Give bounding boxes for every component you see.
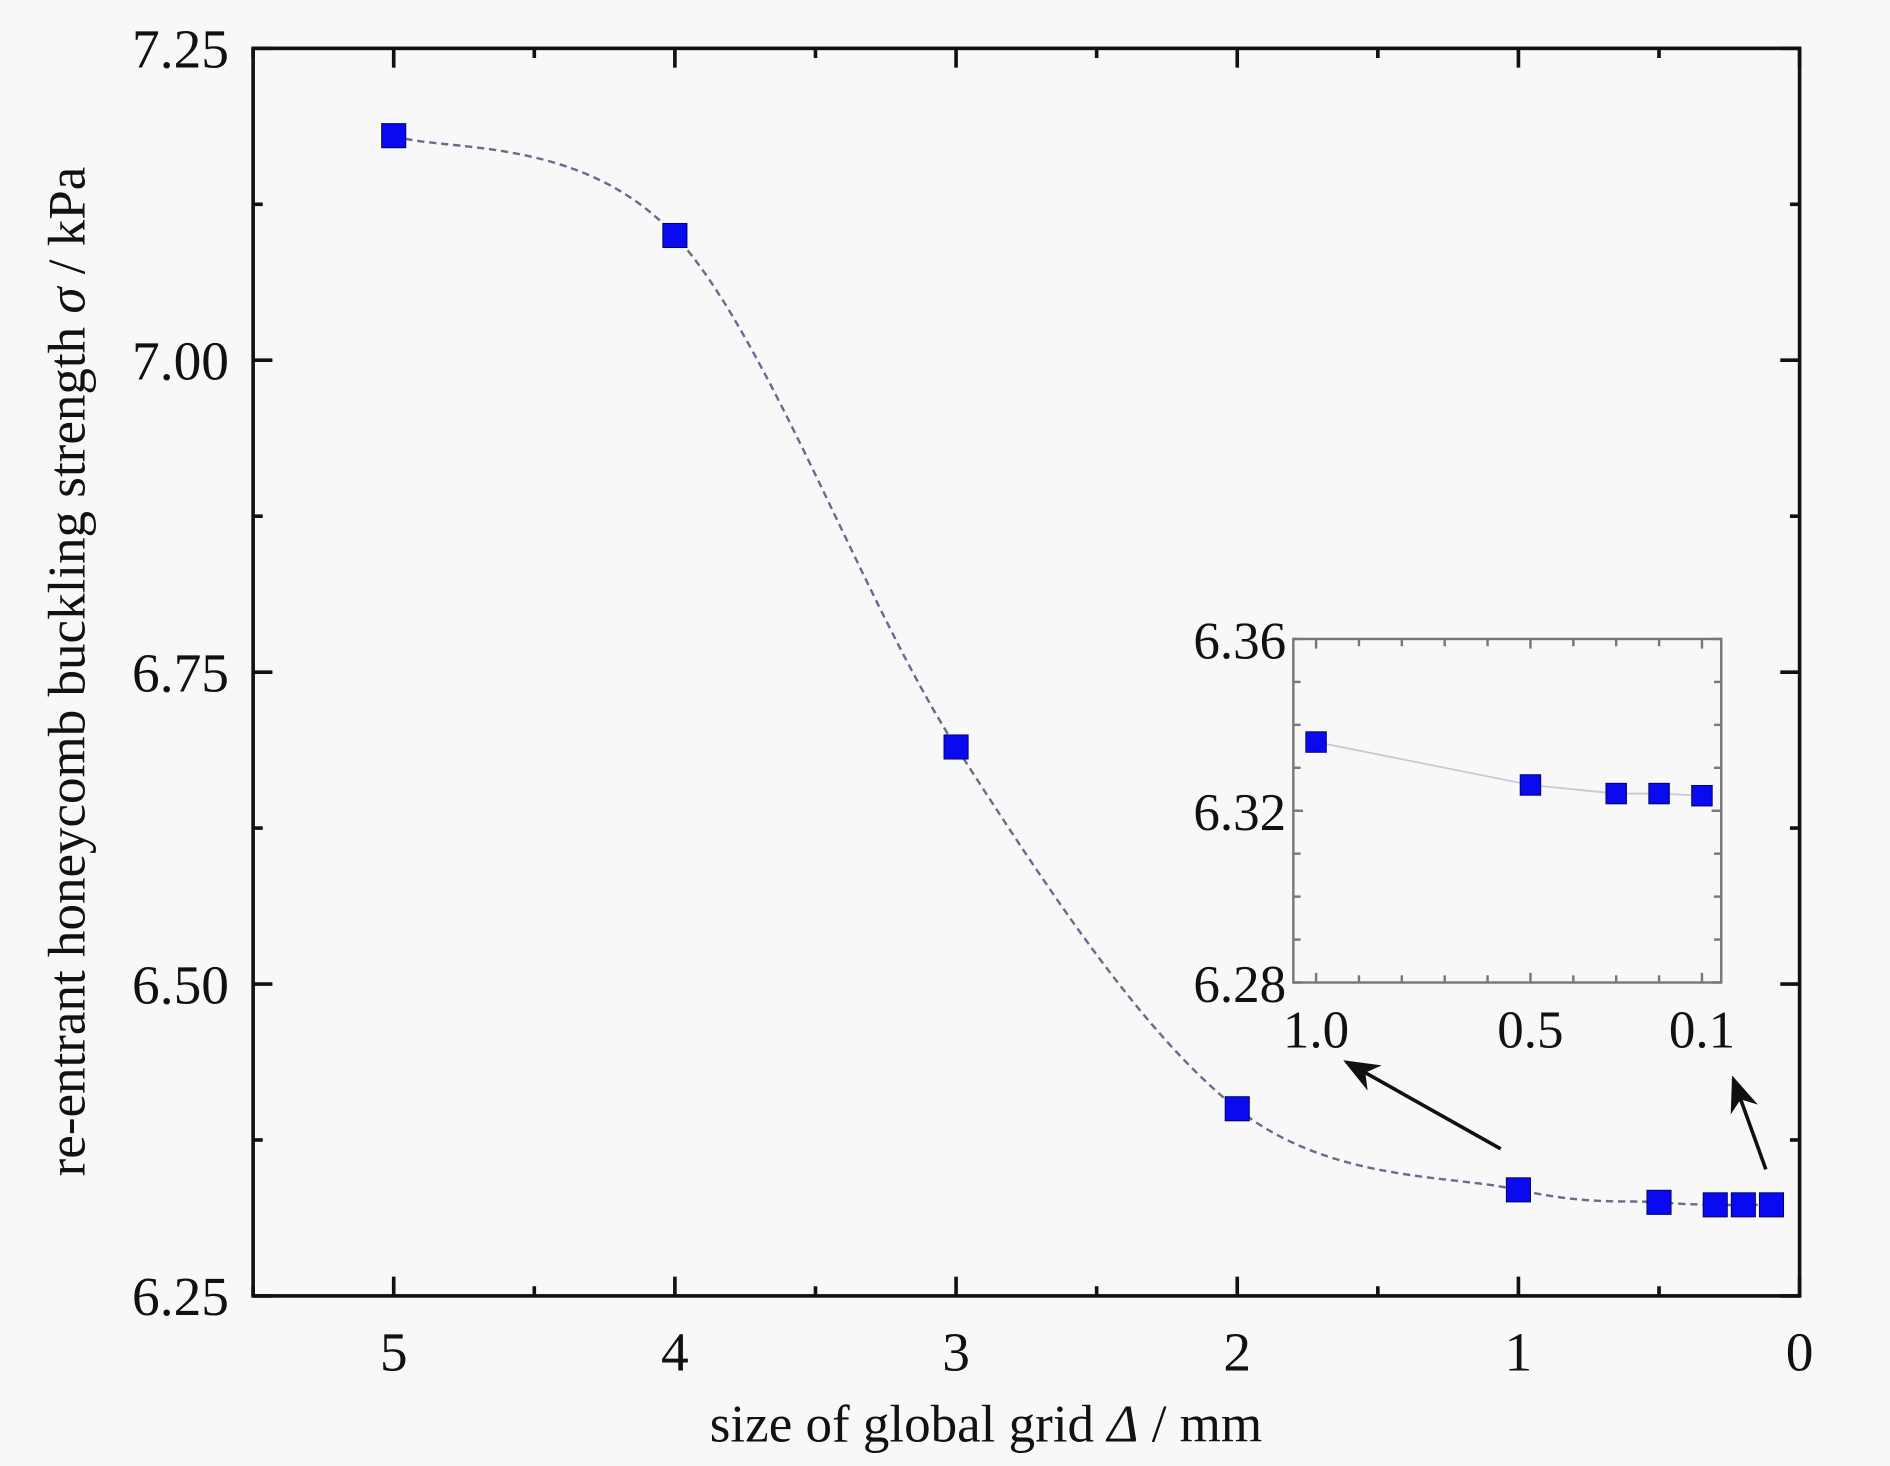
- y-axis-label: re-entrant honeycomb buckling strength σ…: [38, 167, 96, 1177]
- data-point: [381, 123, 407, 149]
- y-tick-label: 6.32: [1193, 784, 1286, 842]
- inset-plot: 1.0 0.5 0.1 6.28 6.32 6.36: [1193, 612, 1735, 1059]
- data-point: [1505, 1177, 1531, 1203]
- data-point: [943, 734, 969, 760]
- data-point: [1646, 1189, 1672, 1215]
- plot-frame: [1292, 637, 1723, 984]
- data-point: [1224, 1096, 1250, 1122]
- data-point: [662, 222, 688, 249]
- y-tick-label: 6.25: [132, 1266, 229, 1327]
- x-tick-label: 4: [661, 1322, 689, 1383]
- main-plot: 5 4 3 2 1 0 6.25 6.50 6.75 7.00 7.25: [132, 19, 1813, 1383]
- x-tick-label: 1.0: [1283, 1002, 1349, 1060]
- y-tick-label: 6.36: [1193, 612, 1286, 670]
- x-tick-label: 0.5: [1497, 1002, 1563, 1060]
- y-tick-label: 7.00: [132, 331, 229, 392]
- data-point: [1605, 782, 1627, 805]
- x-axis-label: size of global grid Δ / mm: [710, 1396, 1262, 1454]
- y-tick-label: 7.25: [132, 19, 229, 80]
- x-tick-label: 0: [1786, 1322, 1814, 1383]
- x-tick-label: 5: [380, 1322, 408, 1383]
- x-tick-label: 0.1: [1669, 1002, 1735, 1060]
- x-tick-label: 1: [1505, 1322, 1533, 1383]
- series-line: [393, 134, 1772, 1207]
- zoom-arrows: [1343, 1060, 1768, 1170]
- data-point: [1305, 731, 1327, 753]
- data-point: [1702, 1192, 1728, 1218]
- y-tick-label: 6.50: [132, 954, 229, 1015]
- y-tick-label: 6.28: [1193, 956, 1286, 1014]
- data-point: [1730, 1192, 1756, 1218]
- data-point: [1648, 782, 1670, 805]
- x-tick-label: 2: [1223, 1322, 1251, 1383]
- plot-frame: [251, 46, 1802, 1298]
- data-point: [1758, 1192, 1785, 1218]
- arrow-to-0.1: [1730, 1075, 1768, 1170]
- y-tick-label: 6.75: [132, 642, 229, 703]
- x-tick-label: 3: [942, 1322, 970, 1383]
- data-point: [1519, 774, 1542, 796]
- arrow-to-1.0: [1343, 1060, 1502, 1151]
- data-point: [1691, 784, 1713, 807]
- series-line: [1315, 741, 1702, 797]
